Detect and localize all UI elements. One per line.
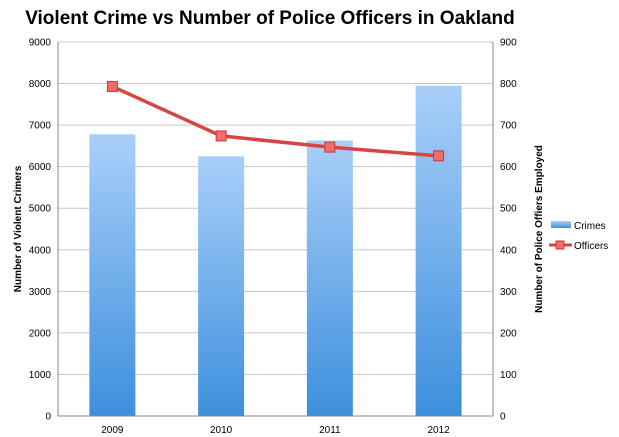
right-axis-ticks: 0 100 200 300 400 500 600 700 800 900 [500,38,517,423]
right-tick-label: 0 [500,412,506,423]
x-tick-label: 2011 [319,425,341,436]
officers-series [106,80,445,162]
x-tick-label: 2012 [428,425,451,436]
right-tick-label: 200 [500,328,517,339]
left-axis-title: Number of Violent Crimers [13,165,24,292]
right-axis-title: Number of Police Offiers Employed [534,145,545,313]
left-tick-label: 0 [45,412,51,423]
right-tick-label: 300 [500,287,517,298]
left-tick-label: 8000 [29,79,52,90]
officers-point [106,80,118,92]
legend-officers-label: Officers [574,241,608,252]
crimes-bar [89,134,136,416]
right-tick-label: 400 [500,245,517,256]
legend-crimes-swatch [551,221,571,228]
x-tick-label: 2009 [101,425,124,436]
left-tick-label: 7000 [29,121,52,132]
left-tick-label: 2000 [29,328,52,339]
left-tick-label: 1000 [29,370,52,381]
legend: Crimes Officers [549,221,608,252]
left-tick-label: 9000 [29,38,52,49]
right-tick-label: 100 [500,370,517,381]
right-tick-label: 900 [500,38,517,49]
x-axis-ticks: 2009 2010 2011 2012 [101,425,450,436]
left-tick-label: 5000 [29,204,52,215]
right-tick-label: 700 [500,121,517,132]
officers-point [324,141,336,153]
right-tick-label: 600 [500,162,517,173]
crimes-bar [415,85,462,416]
legend-crimes-label: Crimes [574,221,606,232]
legend-officers-marker [555,240,565,250]
left-tick-label: 6000 [29,162,52,173]
crimes-bar [306,140,353,416]
right-tick-label: 800 [500,79,517,90]
right-tick-label: 500 [500,204,517,215]
left-axis-ticks: 0 1000 2000 3000 4000 5000 6000 7000 8000 9000 [29,38,52,423]
crimes-bars [89,85,462,416]
left-tick-label: 3000 [29,287,52,298]
officers-point [215,130,227,142]
officers-point [433,150,445,162]
x-tick-label: 2010 [210,425,233,436]
chart-title: Violent Crime vs Number of Police Office… [25,8,515,29]
crimes-bar [198,156,245,416]
left-tick-label: 4000 [29,245,52,256]
officers-line-path [111,84,439,158]
